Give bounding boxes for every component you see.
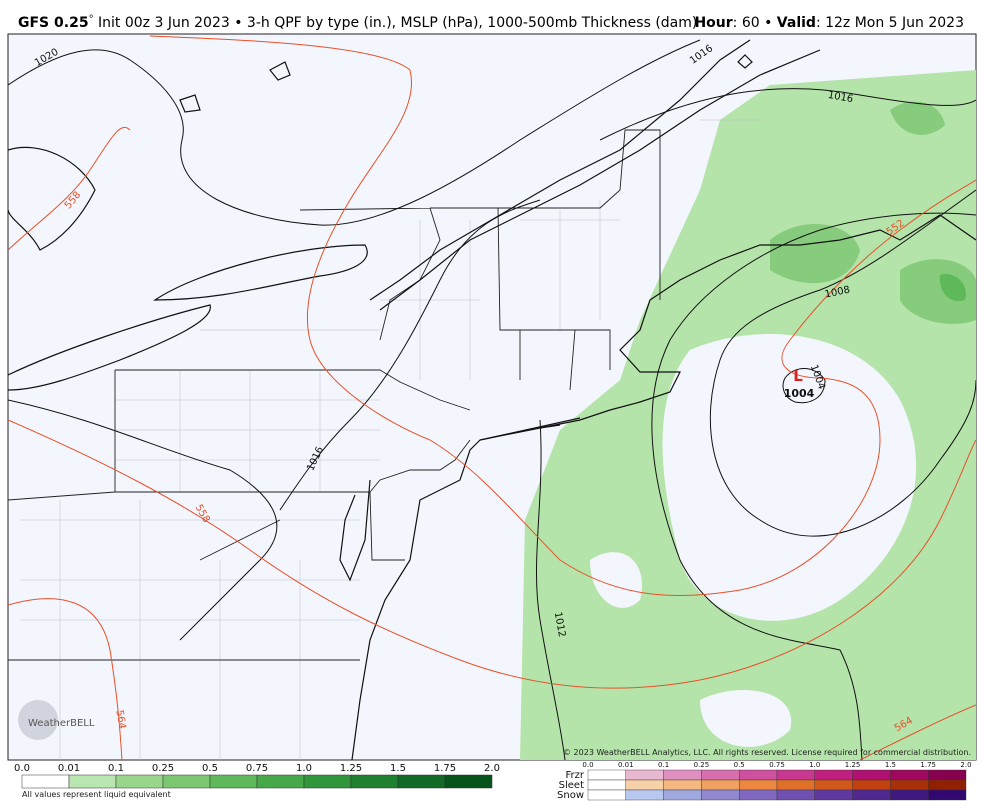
ptype-scale-segment xyxy=(776,789,815,801)
ptype-scale-segment xyxy=(814,779,853,791)
title-rest: Init 00z 3 Jun 2023 • 3-h QPF by type (i… xyxy=(94,15,698,31)
valid-info: Hour: 60 • Valid: 12z Mon 5 Jun 2023 xyxy=(694,15,964,31)
ptype-scale-segment xyxy=(625,789,664,801)
ptype-scale-tick: 0.01 xyxy=(618,761,634,769)
isobar-label: 1012 xyxy=(552,611,567,638)
ptype-scale-segment xyxy=(928,789,967,801)
ptype-scale-segment xyxy=(625,769,664,781)
rain-scale-segment xyxy=(256,774,305,789)
rain-scale-tick: 0.0 xyxy=(14,763,30,774)
map: 1020 1016 1016 1016 1012 1008 1004 558 5… xyxy=(7,33,977,761)
ptype-scale-segment xyxy=(701,779,740,791)
ptype-scale-segment xyxy=(852,789,891,801)
ptype-scale-tick: 0.5 xyxy=(734,761,745,769)
rain-scale-segment xyxy=(209,774,258,789)
isobars xyxy=(8,39,976,760)
rain-scale-segment xyxy=(68,774,117,789)
ptype-scale-segment xyxy=(739,789,778,801)
ptype-scale-segment xyxy=(890,769,929,781)
ptype-label: Sleet xyxy=(559,780,584,791)
ptype-scale-segment xyxy=(928,769,967,781)
title-bold: GFS 0.25 xyxy=(18,15,89,31)
ptype-scale-tick: 0.1 xyxy=(658,761,669,769)
rain-scale-tick: 1.0 xyxy=(296,763,312,774)
legend: All values represent liquid equivalent 0… xyxy=(14,761,972,801)
ptype-scale-segment xyxy=(663,789,702,801)
ptype-scale-tick: 1.75 xyxy=(920,761,936,769)
rain-scale-segment xyxy=(350,774,399,789)
thickness xyxy=(8,35,976,760)
rain-scale-tick: 2.0 xyxy=(484,763,500,774)
ptype-scale-segment xyxy=(625,779,664,791)
ptype-scale-tick: 1.5 xyxy=(885,761,896,769)
ptype-scale-segment xyxy=(663,769,702,781)
rain-scale-segment xyxy=(444,774,493,789)
copyright: © 2023 WeatherBELL Analytics, LLC. All r… xyxy=(563,748,971,757)
rain-scale-segment xyxy=(162,774,211,789)
rain-scale-tick: 0.5 xyxy=(202,763,218,774)
ptype-scale-segment xyxy=(814,789,853,801)
rain-scale-tick: 0.75 xyxy=(246,763,268,774)
ptype-scale-tick: 0.0 xyxy=(582,761,593,769)
rain-scale-tick: 1.25 xyxy=(340,763,362,774)
rain-scale-segment xyxy=(21,774,70,789)
low-symbol: L xyxy=(793,367,803,385)
title: GFS 0.25° Init 00z 3 Jun 2023 • 3-h QPF … xyxy=(18,14,697,31)
hour-value: : 60 • xyxy=(733,15,777,31)
ptype-scale-segment xyxy=(587,779,626,791)
logo: WeatherBELL xyxy=(18,700,95,740)
ptype-scale-segment xyxy=(890,789,929,801)
ptype-scale-segment xyxy=(701,789,740,801)
ptype-scale-segment xyxy=(928,779,967,791)
ptype-scale-segment xyxy=(663,779,702,791)
rain-scale-tick: 0.01 xyxy=(58,763,80,774)
rain-scale-segment xyxy=(303,774,352,789)
ptype-label: Frzr xyxy=(566,770,585,781)
rain-scale-tick: 1.75 xyxy=(434,763,456,774)
borders xyxy=(8,39,976,760)
hour-label: Hour xyxy=(694,15,732,31)
logo-text: WeatherBELL xyxy=(28,718,95,729)
ptype-scale-tick: 0.25 xyxy=(694,761,710,769)
ptype-scale-segment xyxy=(814,769,853,781)
ptype-scale-segment xyxy=(852,769,891,781)
valid-label: Valid xyxy=(777,15,816,31)
ptype-scale-segment xyxy=(739,769,778,781)
ptype-scale-segment xyxy=(701,769,740,781)
ptype-scale-tick: 1.25 xyxy=(845,761,861,769)
rain-scale-tick: 0.25 xyxy=(152,763,174,774)
valid-value: : 12z Mon 5 Jun 2023 xyxy=(816,15,964,31)
legend-note: All values represent liquid equivalent xyxy=(22,790,171,799)
ptype-scale-segment xyxy=(776,769,815,781)
low-label: 1004 xyxy=(784,387,815,400)
ptype-scale-tick: 1.0 xyxy=(809,761,820,769)
title-degree: ° xyxy=(89,14,94,25)
precipitation xyxy=(520,70,976,760)
ptype-scale-segment xyxy=(587,789,626,801)
ptype-scale-tick: 2.0 xyxy=(960,761,971,769)
ptype-scale-segment xyxy=(587,769,626,781)
ptype-scale-segment xyxy=(852,779,891,791)
rain-scale-tick: 1.5 xyxy=(390,763,406,774)
ptype-label: Snow xyxy=(557,790,584,801)
rain-scale-segment xyxy=(397,774,446,789)
isobar-label: 1016 xyxy=(827,90,854,105)
rain-scale-segment xyxy=(115,774,164,789)
rain-scale-tick: 0.1 xyxy=(108,763,124,774)
isobar-label: 1008 xyxy=(824,285,851,301)
thickness-label: 564 xyxy=(113,709,127,730)
ptype-scale-segment xyxy=(776,779,815,791)
ptype-scale-tick: 0.75 xyxy=(769,761,785,769)
ptype-scale-segment xyxy=(739,779,778,791)
ptype-scale-segment xyxy=(890,779,929,791)
